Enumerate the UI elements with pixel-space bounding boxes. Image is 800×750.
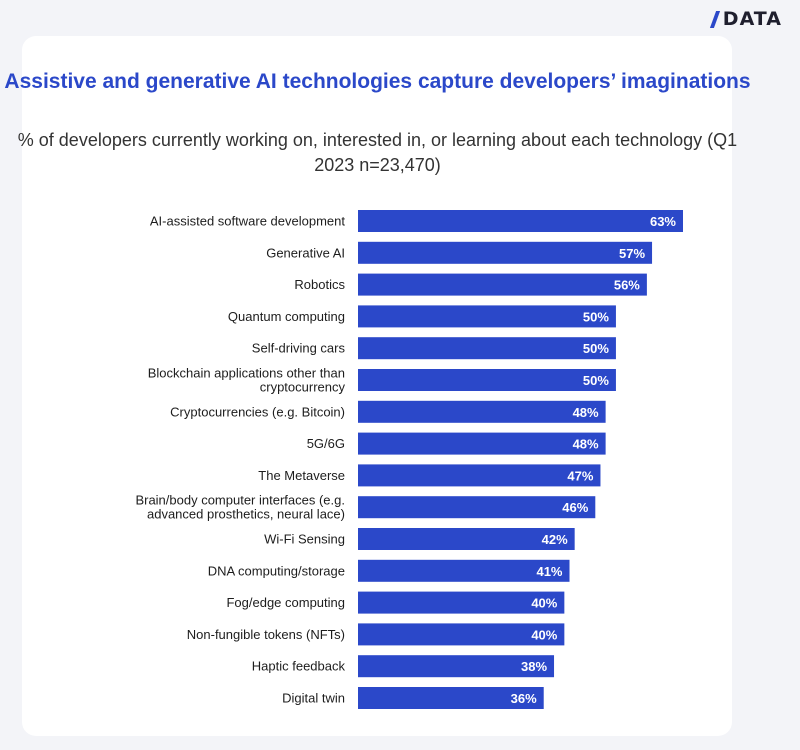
bar xyxy=(358,591,565,614)
bar-value-label: 41% xyxy=(536,564,562,579)
category-label: Brain/body computer interfaces (e.g. xyxy=(135,493,345,508)
bar xyxy=(358,432,606,455)
bar xyxy=(358,687,544,709)
bar xyxy=(358,400,606,423)
bar xyxy=(358,241,653,264)
category-label: Blockchain applications other than xyxy=(148,366,345,381)
bar-value-label: 50% xyxy=(583,373,609,388)
bar xyxy=(358,305,616,328)
category-label: Wi-Fi Sensing xyxy=(264,532,345,547)
bar xyxy=(358,559,570,582)
chart-title: Assistive and generative AI technologies… xyxy=(4,70,751,93)
category-label: Haptic feedback xyxy=(252,659,346,674)
bar-value-label: 40% xyxy=(531,596,557,611)
category-label: Self-driving cars xyxy=(252,341,346,356)
bar-value-label: 36% xyxy=(511,691,537,706)
bar xyxy=(358,528,575,550)
category-label: Fog/edge computing xyxy=(226,595,345,610)
category-label: AI-assisted software development xyxy=(150,214,345,229)
category-label: Quantum computing xyxy=(228,309,345,324)
category-label: 5G/6G xyxy=(307,436,345,451)
bar xyxy=(358,496,596,519)
bar-value-label: 50% xyxy=(583,341,609,356)
bar-value-label: 38% xyxy=(521,659,547,674)
bar-value-label: 48% xyxy=(573,405,599,420)
bar-value-label: 40% xyxy=(531,627,557,642)
bar-value-label: 42% xyxy=(542,532,568,547)
category-label: advanced prosthetics, neural lace) xyxy=(147,507,345,522)
chart-subtitle: % of developers currently working on, in… xyxy=(17,130,738,175)
bar-value-label: 47% xyxy=(567,468,593,483)
bar xyxy=(358,210,683,232)
category-label: Cryptocurrencies (e.g. Bitcoin) xyxy=(170,404,345,419)
bar xyxy=(358,273,647,296)
category-label: The Metaverse xyxy=(258,468,345,483)
bar xyxy=(358,655,555,678)
brand-logo: DATA xyxy=(709,8,782,30)
bar-value-label: 48% xyxy=(573,437,599,452)
bar-value-label: 56% xyxy=(614,278,640,293)
bar-value-label: 63% xyxy=(650,214,676,229)
bar-value-label: 46% xyxy=(562,500,588,515)
bar xyxy=(358,337,616,360)
bar xyxy=(358,369,616,391)
brand-text: DATA xyxy=(722,8,782,30)
category-label: Non-fungible tokens (NFTs) xyxy=(187,627,345,642)
category-label: Generative AI xyxy=(266,245,345,260)
bar-value-label: 50% xyxy=(583,309,609,324)
category-label: DNA computing/storage xyxy=(208,563,345,578)
bar-value-label: 57% xyxy=(619,246,645,261)
category-label: Digital twin xyxy=(282,691,345,706)
category-label: cryptocurrency xyxy=(260,380,346,395)
category-label: Robotics xyxy=(294,277,345,292)
bar xyxy=(358,623,565,646)
bar xyxy=(358,464,601,487)
